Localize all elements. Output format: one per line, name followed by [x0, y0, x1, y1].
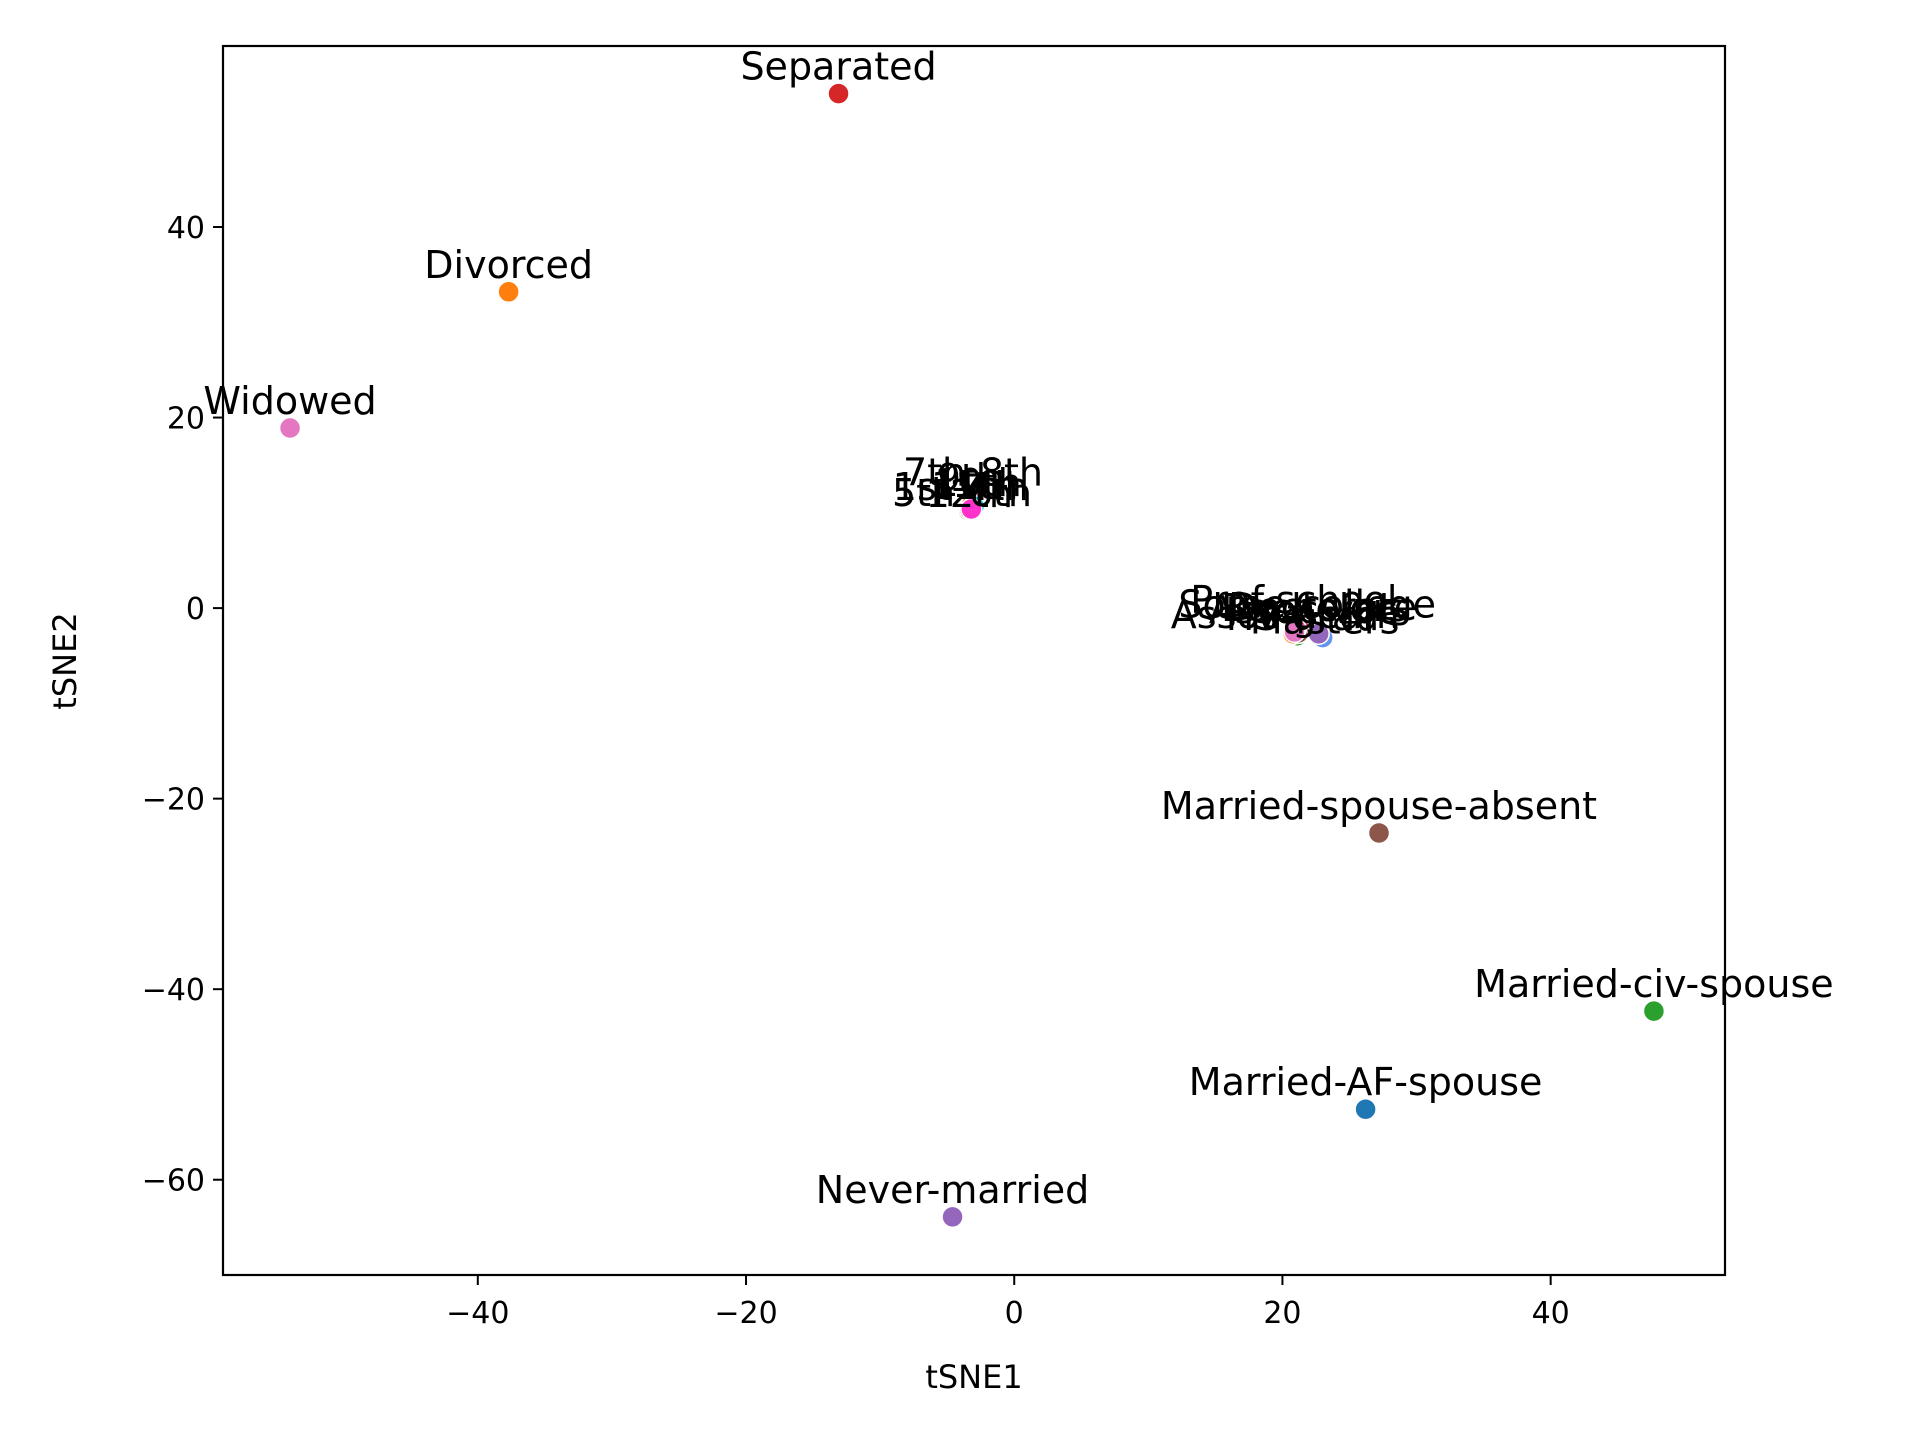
point-married-spouse-absent: [1367, 821, 1391, 845]
point-doctorate: [1307, 622, 1330, 646]
label-married-spouse-absent: Married-spouse-absent: [1161, 784, 1597, 828]
point-hs-grad: [1283, 620, 1306, 644]
x-tick-label: 0: [1005, 1296, 1024, 1331]
label-bachelors: Bachelors: [1221, 586, 1408, 630]
x-axis-label: tSNE1: [925, 1358, 1022, 1396]
label-assoc-acdm: Assoc-acdm: [1171, 593, 1400, 637]
x-tick-label: 40: [1532, 1296, 1570, 1331]
label-widowed: Widowed: [203, 379, 376, 423]
label-11th: 11th: [931, 464, 1018, 508]
y-axis-label: tSNE2: [46, 612, 84, 709]
label-1st-4th: 1st-4th: [893, 465, 1029, 509]
label-some-college: Some-college: [1178, 583, 1436, 627]
y-tick-label: 40: [167, 211, 205, 246]
point-separated: [827, 82, 850, 105]
x-axis-ticks: −40 −20 0 20 40: [446, 1275, 1570, 1331]
label-9th: 9th: [937, 456, 1000, 500]
label-never-married: Never-married: [816, 1168, 1090, 1212]
label-married-civ-spouse: Married-civ-spouse: [1474, 962, 1833, 1006]
label-5th-6th: 5th-6th: [892, 471, 1032, 515]
label-12th: 12th: [926, 472, 1013, 516]
y-tick-label: −60: [142, 1164, 205, 1199]
y-tick-label: 20: [167, 402, 205, 437]
y-tick-label: −20: [142, 783, 205, 818]
label-hs-grad: HS-grad: [1226, 595, 1380, 639]
point-widowed: [278, 416, 302, 440]
label-masters: Masters: [1250, 599, 1400, 643]
point-labels: Separated Divorced Widowed Married-spouse-a…: [203, 45, 1833, 1212]
y-axis-ticks: −60 −40 −20 0 20 40: [142, 211, 223, 1199]
label-prof-school: Prof-school: [1190, 578, 1397, 622]
label-assoc-voc: Assoc-voc: [1209, 588, 1398, 632]
label-7th-8th: 7th-8th: [903, 450, 1043, 494]
label-doctorate: Doctorate: [1228, 585, 1417, 629]
point-12th: [960, 497, 983, 521]
point-married-civ-spouse: [1642, 999, 1666, 1023]
label-separated: Separated: [740, 45, 936, 89]
data-points: [278, 82, 1666, 1229]
x-tick-label: 20: [1263, 1296, 1301, 1331]
point-married-af-spouse: [1354, 1097, 1377, 1121]
y-tick-label: 0: [186, 592, 205, 627]
plot-frame: [221, 44, 1727, 1277]
x-tick-label: −20: [714, 1296, 777, 1331]
x-tick-label: −40: [446, 1296, 509, 1331]
label-10th: 10th: [934, 461, 1021, 505]
label-divorced: Divorced: [424, 243, 593, 287]
point-never-married: [941, 1205, 964, 1229]
point-divorced: [497, 280, 520, 304]
label-married-af-spouse: Married-AF-spouse: [1189, 1060, 1543, 1104]
y-tick-label: −40: [142, 973, 205, 1008]
